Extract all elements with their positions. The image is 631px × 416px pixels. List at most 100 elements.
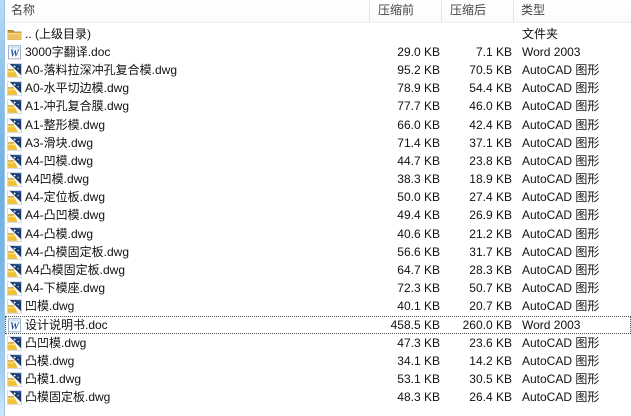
file-name-label: A4凸模固定板.dwg (25, 263, 126, 278)
autocad-drawing-icon (7, 226, 22, 242)
autocad-drawing-icon (7, 190, 22, 206)
file-name-cell: W A4-定位板.dwg (6, 189, 371, 206)
table-row[interactable]: W .. (上级目录) 文件夹 (5, 25, 631, 43)
file-type-cell: AutoCAD 图形 (522, 372, 600, 387)
table-row[interactable]: W A4-凸凹模.dwg 49.4 KB 26.9 KB AutoCAD 图形 (5, 207, 631, 225)
size-before-cell: 38.3 KB (397, 172, 440, 187)
file-name-label: 凸凹模.dwg (25, 335, 87, 350)
file-name-cell: W 设计说明书.doc (6, 317, 371, 334)
file-type-cell: AutoCAD 图形 (522, 263, 600, 278)
file-name-cell: W A0-水平切边模.dwg (6, 80, 371, 97)
autocad-drawing-icon (7, 354, 22, 369)
file-name-cell: W A4凸模固定板.dwg (6, 262, 371, 279)
file-name-cell: W A0-落料拉深冲孔复合模.dwg (6, 62, 371, 79)
file-type-cell: AutoCAD 图形 (522, 353, 600, 368)
table-row[interactable]: W A4-定位板.dwg 50.0 KB 27.4 KB AutoCAD 图形 (5, 189, 631, 207)
autocad-drawing-icon (7, 117, 22, 133)
autocad-drawing-icon (7, 172, 22, 187)
size-before-cell: 44.7 KB (397, 153, 440, 168)
table-row[interactable]: W A0-落料拉深冲孔复合模.dwg 95.2 KB 70.5 KB AutoC… (5, 61, 631, 79)
autocad-drawing-icon (7, 390, 22, 406)
file-name-cell: W A4-下模座.dwg (6, 280, 371, 297)
file-name-label: A1-整形模.dwg (25, 117, 106, 132)
autocad-drawing-icon (7, 263, 22, 278)
size-after-cell: 23.8 KB (469, 153, 512, 168)
file-name-label: 3000字翻译.doc (25, 44, 111, 59)
size-after-cell: 23.6 KB (469, 335, 512, 350)
size-before-cell: 95.2 KB (397, 62, 440, 77)
size-after-cell: 42.4 KB (469, 117, 512, 132)
file-name-cell: W 3000字翻译.doc (6, 44, 371, 61)
table-row[interactable]: W 设计说明书.doc 458.5 KB 260.0 KB Word 2003 (5, 316, 631, 335)
word-doc-icon: W (8, 45, 21, 60)
size-after-cell: 7.1 KB (475, 44, 512, 59)
file-name-cell: W A4-凸模固定板.dwg (6, 244, 371, 261)
size-after-cell: 14.2 KB (469, 353, 512, 368)
file-name-cell: W A1-整形模.dwg (6, 117, 371, 134)
table-row[interactable]: W A1-冲孔复合膜.dwg 77.7 KB 46.0 KB AutoCAD 图… (5, 98, 631, 116)
file-name-label: 凸模固定板.dwg (25, 390, 111, 405)
table-row[interactable]: W A4-下模座.dwg 72.3 KB 50.7 KB AutoCAD 图形 (5, 280, 631, 298)
size-before-cell: 47.3 KB (397, 335, 440, 350)
size-before-cell: 458.5 KB (390, 317, 440, 332)
autocad-drawing-icon (7, 63, 22, 78)
column-header-before[interactable]: 压缩前 (370, 0, 442, 22)
file-type-cell: AutoCAD 图形 (522, 99, 600, 114)
table-row[interactable]: W 凹模.dwg 40.1 KB 20.7 KB AutoCAD 图形 (5, 298, 631, 316)
column-header-after[interactable]: 压缩后 (442, 0, 514, 22)
file-name-label: A4-下模座.dwg (25, 281, 106, 296)
file-name-cell: W 凸模固定板.dwg (6, 389, 371, 406)
size-before-cell: 49.4 KB (397, 208, 440, 223)
file-type-cell: AutoCAD 图形 (522, 244, 600, 259)
autocad-drawing-icon (7, 281, 22, 297)
file-type-cell: AutoCAD 图形 (522, 81, 600, 96)
file-type-cell: Word 2003 (522, 44, 581, 59)
table-row[interactable]: W 凸模固定板.dwg 48.3 KB 26.4 KB AutoCAD 图形 (5, 389, 631, 407)
column-header-name[interactable]: 名称 (5, 0, 370, 22)
file-name-cell: W 凸凹模.dwg (6, 335, 371, 352)
table-row[interactable]: W 3000字翻译.doc 29.0 KB 7.1 KB Word 2003 (5, 43, 631, 61)
column-header-row: 名称 压缩前 压缩后 类型 (5, 0, 631, 23)
size-before-cell: 77.7 KB (397, 99, 440, 114)
table-row[interactable]: W 凸模.dwg 34.1 KB 14.2 KB AutoCAD 图形 (5, 352, 631, 370)
file-name-label: 凸模.dwg (25, 353, 75, 368)
table-row[interactable]: W A4-凸模.dwg 40.6 KB 21.2 KB AutoCAD 图形 (5, 225, 631, 243)
table-row[interactable]: W A3-滑块.dwg 71.4 KB 37.1 KB AutoCAD 图形 (5, 134, 631, 152)
size-before-cell: 40.1 KB (397, 299, 440, 314)
file-type-cell: AutoCAD 图形 (522, 153, 600, 168)
file-name-cell: W .. (上级目录) (6, 26, 371, 43)
size-before-cell: 50.0 KB (397, 190, 440, 205)
file-name-label: A1-冲孔复合膜.dwg (25, 99, 130, 114)
size-before-cell: 64.7 KB (397, 263, 440, 278)
size-before-cell: 66.0 KB (397, 117, 440, 132)
table-row[interactable]: W A0-水平切边模.dwg 78.9 KB 54.4 KB AutoCAD 图… (5, 80, 631, 98)
file-name-label: A3-滑块.dwg (25, 135, 94, 150)
file-name-cell: W 凹模.dwg (6, 298, 371, 315)
file-name-label: A4-凹模.dwg (25, 153, 94, 168)
file-name-cell: W A4-凸凹模.dwg (6, 207, 371, 224)
size-before-cell: 78.9 KB (397, 81, 440, 96)
table-row[interactable]: W 凸凹模.dwg 47.3 KB 23.6 KB AutoCAD 图形 (5, 334, 631, 352)
file-type-cell: AutoCAD 图形 (522, 390, 600, 405)
table-row[interactable]: W 凸模1.dwg 53.1 KB 30.5 KB AutoCAD 图形 (5, 371, 631, 389)
file-type-cell: AutoCAD 图形 (522, 190, 600, 205)
table-row[interactable]: W A4-凹模.dwg 44.7 KB 23.8 KB AutoCAD 图形 (5, 152, 631, 170)
file-name-label: A0-落料拉深冲孔复合模.dwg (25, 62, 178, 77)
size-after-cell: 27.4 KB (469, 190, 512, 205)
file-type-cell: AutoCAD 图形 (522, 335, 600, 350)
file-type-cell: AutoCAD 图形 (522, 117, 600, 132)
table-row[interactable]: W A4凸模固定板.dwg 64.7 KB 28.3 KB AutoCAD 图形 (5, 261, 631, 279)
size-after-cell: 54.4 KB (469, 81, 512, 96)
file-name-cell: W A1-冲孔复合膜.dwg (6, 98, 371, 115)
table-row[interactable]: W A4凹模.dwg 38.3 KB 18.9 KB AutoCAD 图形 (5, 171, 631, 189)
size-before-cell: 34.1 KB (397, 353, 440, 368)
table-row[interactable]: W A1-整形模.dwg 66.0 KB 42.4 KB AutoCAD 图形 (5, 116, 631, 134)
autocad-drawing-icon (7, 81, 22, 96)
size-after-cell: 20.7 KB (469, 299, 512, 314)
column-header-type[interactable]: 类型 (521, 3, 546, 17)
file-name-label: A0-水平切边模.dwg (25, 81, 130, 96)
table-row[interactable]: W A4-凸模固定板.dwg 56.6 KB 31.7 KB AutoCAD 图… (5, 243, 631, 261)
autocad-drawing-icon (7, 245, 22, 260)
file-type-cell: AutoCAD 图形 (522, 135, 600, 150)
